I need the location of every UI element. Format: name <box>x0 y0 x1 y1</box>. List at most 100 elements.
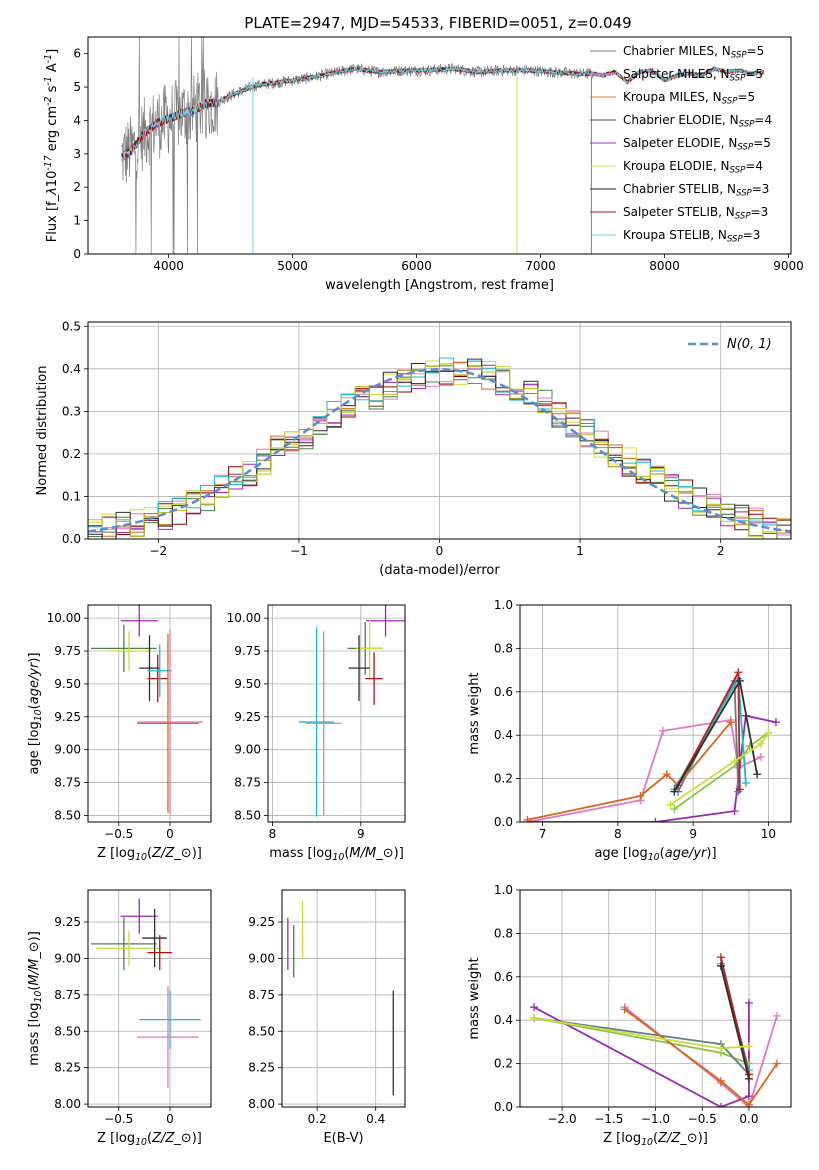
y-tick-label: 10.00 <box>227 611 261 625</box>
x-axis-label: age [log10(age/yr)] <box>594 846 716 863</box>
axes-residuals: −2 −1 0 1 2 0.0 0.1 0.2 0.3 0.4 0.5 (data-model)/er… <box>35 319 792 578</box>
x-tick-label: 5000 <box>277 259 308 273</box>
x-tick-label: 0.2 <box>308 1112 327 1126</box>
y-tick-label: 0.2 <box>494 1057 513 1071</box>
mass-weight-marker <box>666 800 675 809</box>
y-tick-label: 9.50 <box>234 677 261 691</box>
mass-weight-marker <box>756 739 765 748</box>
mass-weight-marker <box>730 807 739 816</box>
spectrum-line-8 <box>121 66 765 162</box>
mass-weight-marker <box>772 1059 781 1068</box>
y-tick-label: 2 <box>73 180 81 194</box>
x-tick-label: 9 <box>357 827 365 841</box>
mass-weight-marker <box>734 668 743 677</box>
x-tick-label: 0 <box>436 544 444 558</box>
mass-weight-marker <box>716 961 725 970</box>
plot-area-mass-vs-EBV <box>287 900 394 1096</box>
axes-age-vs-Z: −0.5 0 8.50 8.75 9.00 9.25 9.50 9.75 10.00 Z [log… <box>27 604 212 863</box>
mass-weight-marker <box>620 1005 629 1014</box>
x-tick-label: 8000 <box>649 259 680 273</box>
mass-weight-marker <box>735 785 744 794</box>
legend-label: Chabrier STELIB, NSSP=3 <box>623 182 769 199</box>
y-tick-label: 8.00 <box>248 1097 275 1111</box>
mass-weight-marker <box>716 1044 725 1053</box>
y-tick-label: 9.25 <box>54 710 81 724</box>
mass-weight-line-0 <box>624 1006 778 1107</box>
y-tick-label: 9.25 <box>234 710 261 724</box>
mass-weight-line-2 <box>533 1017 750 1065</box>
y-tick-label: 0 <box>73 247 81 261</box>
x-axis-label: E(B-V) <box>323 1131 363 1146</box>
x-tick-label: −1.5 <box>594 1112 623 1126</box>
plot-area-spectrum <box>121 37 765 254</box>
plot-layer: 4000 5000 6000 7000 8000 90000123456wavelengt… <box>27 36 804 1148</box>
plot-area-age-vs-mass <box>298 605 405 817</box>
y-tick-label: 6 <box>73 47 81 61</box>
x-tick-label: 9 <box>689 827 697 841</box>
mass-weight-marker <box>716 953 725 962</box>
y-tick-label: 3 <box>73 147 81 161</box>
mass-weight-marker <box>659 726 668 735</box>
y-tick-label: 10.00 <box>47 611 81 625</box>
y-tick-label: 8.50 <box>248 1024 275 1038</box>
mass-weight-marker <box>756 752 765 761</box>
x-tick-label: 7 <box>539 827 547 841</box>
y-tick-label: 9.25 <box>248 915 275 929</box>
legend-label: Chabrier ELODIE, NSSP=4 <box>623 113 772 130</box>
y-axis-label: mass weight <box>467 957 482 1039</box>
axes-mass-vs-Z: −0.5 0 8.00 8.25 8.50 8.75 9.00 9.25 Z [log10(Z/… <box>27 889 212 1148</box>
x-tick-label: 10 <box>761 827 776 841</box>
mass-weight-marker <box>523 815 532 822</box>
mass-weight-marker <box>670 787 679 796</box>
x-tick-label: 1 <box>576 544 584 558</box>
y-tick-label: 0.0 <box>494 815 513 829</box>
axes-frame <box>519 604 792 823</box>
mass-weight-marker <box>772 1011 781 1020</box>
x-tick-label: 0.0 <box>739 1112 758 1126</box>
x-tick-label: −2 <box>149 544 167 558</box>
axes-frame <box>87 36 792 255</box>
x-axis-label: (data-model)/error <box>379 563 500 578</box>
figure-title: PLATE=2947, MJD=54533, FIBERID=0051, z=0… <box>244 14 631 32</box>
legend-label: Kroupa ELODIE, NSSP=4 <box>623 159 763 176</box>
mass-weight-marker <box>753 770 762 779</box>
y-tick-label: 0.0 <box>62 532 81 546</box>
y-tick-label: 0.2 <box>62 447 81 461</box>
mass-weight-marker <box>530 1003 539 1012</box>
y-axis-label: Flux [f_λ10-17 erg cm-2 s-1 A-1] <box>43 49 60 242</box>
mass-weight-line-1 <box>533 1002 750 1107</box>
mass-weight-marker <box>530 1014 539 1023</box>
y-tick-label: 0.6 <box>494 685 513 699</box>
x-tick-label: −2.0 <box>547 1112 576 1126</box>
x-tick-label: −1.0 <box>641 1112 670 1126</box>
mass-weight-line-3 <box>533 1017 750 1076</box>
mass-weight-marker <box>744 1092 753 1101</box>
mass-weight-marker <box>744 1042 753 1051</box>
x-axis-label: Z [log10(Z/Z_⊙)] <box>603 1131 708 1148</box>
y-tick-label: 9.50 <box>54 677 81 691</box>
plot-area-residuals <box>88 357 791 539</box>
y-tick-label: 8.25 <box>54 1061 81 1075</box>
legend-label: Salpeter STELIB, NSSP=3 <box>623 205 768 222</box>
axes-mass-weight-vs-age: 7 8 9 10 0.0 0.2 0.4 0.6 0.8 1.0 age [log10(age/yr… <box>467 598 792 863</box>
mass-weight-line-0 <box>527 718 762 822</box>
y-tick-label: 0.6 <box>494 970 513 984</box>
x-tick-label: 9000 <box>773 259 804 273</box>
y-tick-label: 9.00 <box>248 951 275 965</box>
mass-weight-marker <box>771 718 780 727</box>
residual-histogram-8 <box>88 366 791 539</box>
axes-age-vs-mass: 8 9 8.50 8.75 9.00 9.25 9.50 9.75 10.00 mass [log… <box>227 604 406 863</box>
axes-frame <box>87 604 212 823</box>
mass-weight-marker <box>744 998 753 1007</box>
y-tick-label: 0.5 <box>62 319 81 333</box>
x-tick-label: −1 <box>290 544 308 558</box>
legend-label: Salpeter MILES, NSSP=5 <box>623 67 763 84</box>
residual-histogram-6 <box>88 357 791 539</box>
mass-weight-marker <box>741 778 750 787</box>
x-tick-label: 0 <box>166 827 174 841</box>
y-tick-label: 9.00 <box>54 951 81 965</box>
y-tick-label: 9.75 <box>54 644 81 658</box>
mass-weight-line-8 <box>670 732 770 806</box>
plot-area-mass-weight-vs-age <box>523 668 780 822</box>
